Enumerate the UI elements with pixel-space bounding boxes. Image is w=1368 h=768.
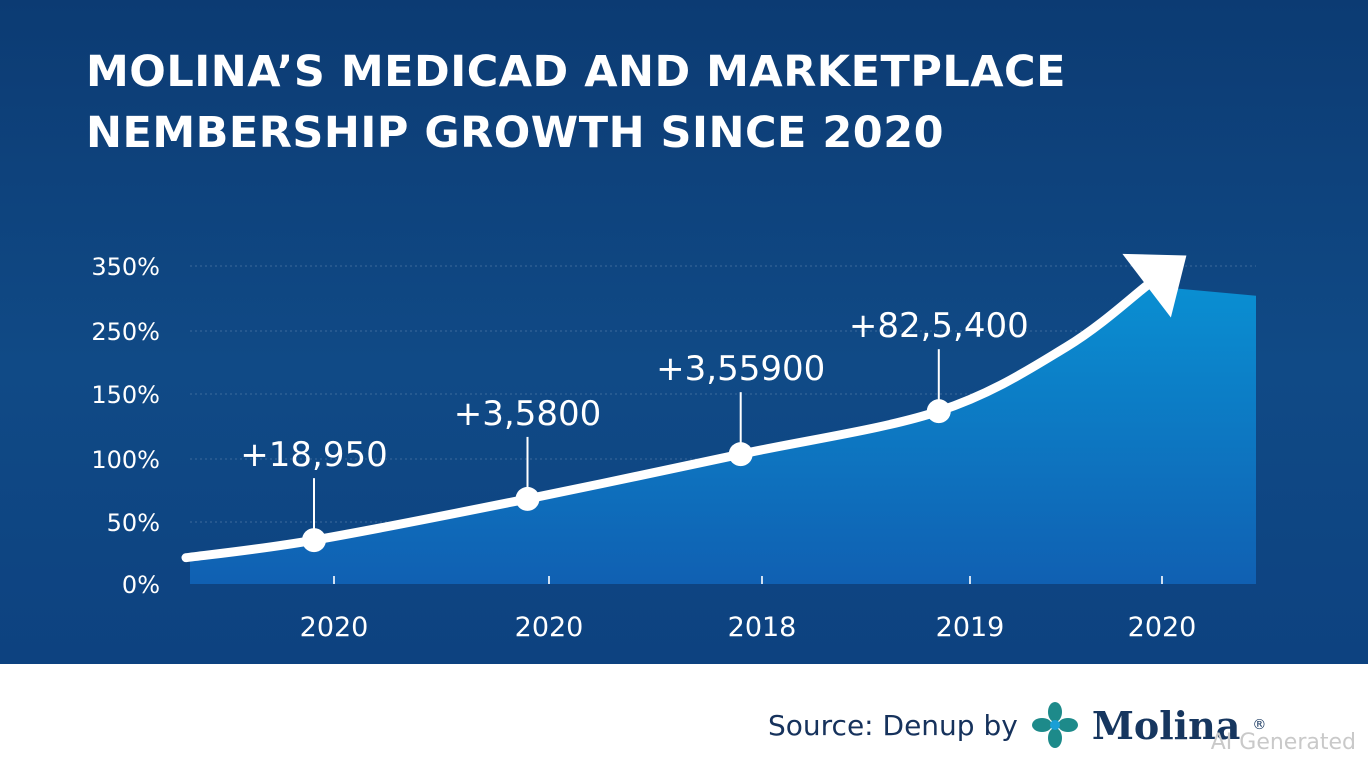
y-tick-label: 50% <box>107 509 160 537</box>
title-line-2: NEMBERSHIP GROWTH SINCE 2020 <box>86 108 945 158</box>
x-axis: 2020 2020 2018 2019 2020 <box>300 576 1197 643</box>
data-label: +18,950 <box>240 435 387 475</box>
area-series <box>181 253 1256 584</box>
data-label: +82,5,400 <box>849 306 1029 346</box>
ai-generated-watermark: AI Generated <box>1210 730 1356 755</box>
y-tick-label: 100% <box>91 446 160 474</box>
y-tick-label: 350% <box>91 253 160 281</box>
x-tick-label: 2020 <box>1128 612 1197 643</box>
x-tick-label: 2018 <box>728 612 797 643</box>
data-point <box>728 442 753 467</box>
title-line-1: MOLINA’S MEDICAD AND MARKETPLACE <box>86 47 1066 97</box>
area-fill <box>186 285 1256 584</box>
y-axis: 0% 50% 100% 150% 250% 350% <box>91 253 160 599</box>
registered-mark: ® <box>1252 717 1267 733</box>
data-point <box>515 486 540 511</box>
data-points: +18,950 +3,5800 +3,55900 +82,5,400 <box>240 306 1029 553</box>
x-tick-label: 2020 <box>515 612 584 643</box>
source-credit: Source: Denup by Molina ® <box>768 700 1266 750</box>
data-point <box>302 528 326 553</box>
chart-title: MOLINA’S MEDICAD AND MARKETPLACE NEMBERS… <box>86 42 1236 164</box>
brand-wordmark: Molina <box>1091 702 1241 748</box>
y-tick-label: 0% <box>122 571 160 599</box>
data-label: +3,55900 <box>656 349 825 389</box>
y-tick-label: 150% <box>91 381 160 409</box>
x-tick-label: 2020 <box>300 612 369 643</box>
data-label: +3,5800 <box>454 394 601 434</box>
y-tick-label: 250% <box>91 318 160 346</box>
source-text: Source: Denup by <box>768 708 1018 742</box>
arrow-head-icon <box>1122 253 1187 318</box>
x-tick-label: 2019 <box>936 612 1005 643</box>
molina-cross-logo-icon <box>1031 702 1078 748</box>
data-point <box>926 399 951 424</box>
growth-chart: 0%50%100%150%250%350% 2020 2020 2018 2019 20… <box>91 253 1256 643</box>
